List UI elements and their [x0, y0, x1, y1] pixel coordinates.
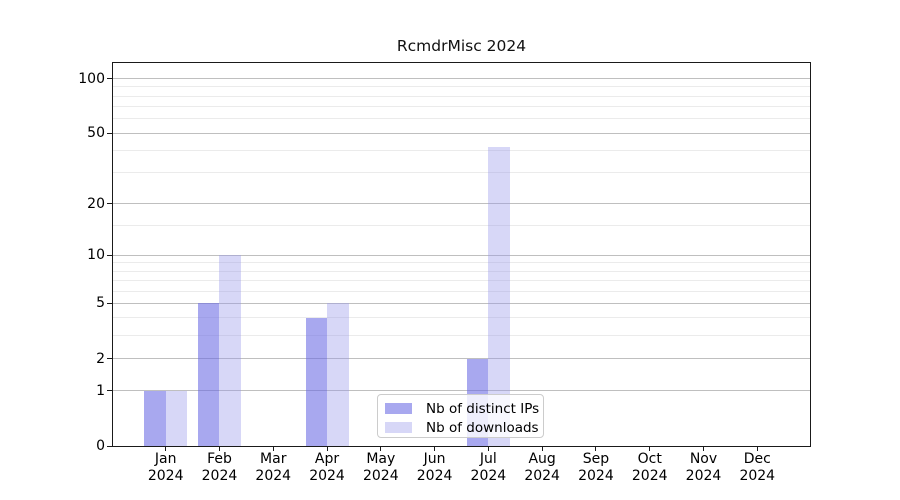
x-axis-tick-label-month: Jun: [423, 451, 446, 467]
y-axis-tick: [107, 302, 112, 304]
gridline-major: [113, 78, 810, 80]
gridline-minor: [113, 279, 810, 281]
legend-swatch-downloads-icon: [385, 422, 412, 433]
legend-swatch-distinct-ips-icon: [385, 403, 412, 414]
gridline-minor: [113, 224, 810, 226]
x-axis-tick-label-month: Nov: [689, 451, 718, 467]
bar-downloads-jan: [165, 390, 188, 446]
x-axis-tick-label-month: Feb: [207, 451, 232, 467]
gridline-major: [113, 132, 810, 134]
x-axis-tick-label-year: 2024: [147, 468, 184, 484]
x-axis-tick: [326, 446, 328, 451]
x-axis-tick-label-month: Sep: [582, 451, 610, 467]
gridline-minor: [113, 118, 810, 120]
gridline-minor: [113, 270, 810, 272]
x-axis-tick-label-year: 2024: [685, 468, 722, 484]
y-axis-tick: [107, 445, 112, 447]
x-axis-tick: [541, 446, 543, 451]
x-axis-tick-label-year: 2024: [739, 468, 776, 484]
gridline-minor: [113, 262, 810, 264]
legend-entry-downloads: Nb of downloads: [385, 418, 539, 437]
x-axis-tick-label-month: Apr: [314, 451, 340, 467]
x-axis-tick: [649, 446, 651, 451]
x-axis-tick-label-year: 2024: [362, 468, 399, 484]
gridline-minor: [113, 86, 810, 88]
y-axis-tick-label: 50: [87, 125, 105, 142]
y-axis-tick: [107, 132, 112, 134]
gridline-minor: [113, 335, 810, 337]
x-axis-tick-label-year: 2024: [309, 468, 345, 484]
x-axis-tick-label-year: 2024: [470, 468, 507, 484]
x-axis-tick: [272, 446, 274, 451]
bar-downloads-feb: [219, 255, 241, 446]
y-axis-tick-label: 0: [96, 438, 105, 454]
x-axis-tick-label-month: Jan: [154, 451, 177, 467]
x-axis-tick-label-month: Mar: [260, 451, 287, 467]
gridline-major: [113, 254, 810, 256]
x-axis-tick-label-year: 2024: [578, 468, 614, 484]
y-axis-tick-label: 5: [96, 295, 105, 312]
y-axis-tick-label: 2: [96, 350, 105, 367]
chart-title: RcmdrMisc 2024: [396, 37, 527, 55]
y-axis-tick: [107, 358, 112, 360]
x-axis-tick: [756, 446, 758, 451]
gridline-minor: [113, 290, 810, 292]
x-axis-tick-label-month: Jul: [479, 451, 497, 467]
bar-distinct-ips-jan: [144, 390, 166, 446]
legend-label-downloads: Nb of downloads: [426, 419, 539, 436]
x-axis-tick-label-year: 2024: [631, 468, 668, 484]
x-axis-tick: [165, 446, 167, 451]
y-axis-tick-label: 100: [78, 70, 105, 87]
x-axis-tick-label-month: Dec: [743, 451, 771, 467]
x-axis-tick: [595, 446, 597, 451]
gridline-minor: [113, 149, 810, 151]
gridline-minor: [113, 106, 810, 108]
gridline-major: [113, 203, 810, 205]
x-axis-tick: [703, 446, 704, 451]
gridline-major: [113, 358, 810, 360]
bar-downloads-jul: [488, 146, 510, 446]
y-axis-tick-label: 10: [87, 247, 105, 264]
gridline-major: [113, 390, 810, 392]
x-axis-tick-label-year: 2024: [416, 468, 453, 484]
bar-distinct-ips-apr: [305, 317, 328, 446]
plot-area: Nb of distinct IPs Nb of downloads: [112, 62, 811, 447]
x-axis-tick: [380, 446, 382, 451]
gridline-minor: [113, 95, 810, 97]
y-axis-tick-label: 20: [87, 195, 105, 212]
y-axis-tick: [107, 254, 112, 256]
legend: Nb of distinct IPs Nb of downloads: [377, 394, 544, 438]
x-axis-tick: [434, 446, 436, 451]
bar-downloads-apr: [327, 303, 349, 446]
x-axis-tick-label-year: 2024: [255, 468, 292, 484]
y-axis-tick: [107, 390, 112, 392]
x-axis-tick-label-month: Aug: [528, 451, 556, 467]
x-axis-tick: [487, 446, 489, 451]
x-axis-tick: [218, 446, 220, 451]
legend-entry-distinct-ips: Nb of distinct IPs: [385, 399, 539, 418]
x-axis-tick-label-month: May: [366, 451, 396, 467]
x-axis-tick-label-year: 2024: [524, 468, 560, 484]
x-axis-tick-label-month: Oct: [637, 451, 662, 467]
bar-distinct-ips-feb: [197, 303, 220, 446]
y-axis-tick-label: 1: [96, 382, 105, 399]
y-axis-tick: [107, 78, 112, 80]
gridline-major: [113, 302, 810, 304]
x-axis-tick-label-year: 2024: [201, 468, 238, 484]
gridline-minor: [113, 172, 810, 174]
gridline-minor: [113, 317, 810, 319]
y-axis-tick: [107, 203, 112, 205]
legend-label-distinct-ips: Nb of distinct IPs: [426, 400, 540, 417]
